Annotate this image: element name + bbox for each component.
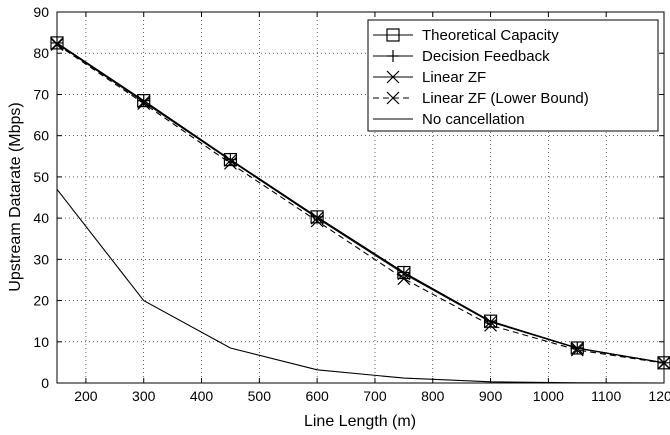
- series-line: [56, 188, 665, 384]
- legend-item: Linear ZF: [373, 69, 486, 86]
- y-tick-label: 90: [33, 4, 49, 20]
- legend-item: Theoretical Capacity: [373, 27, 559, 44]
- x-marker: [386, 70, 400, 84]
- y-axis-ticks: 0 10 20 30 40 50 60 70 80 90: [33, 4, 664, 391]
- legend-box: [367, 19, 659, 132]
- y-tick-label: 10: [33, 334, 49, 350]
- legend-item: Linear ZF (Lower Bound): [373, 90, 589, 107]
- legend-item: No cancellation: [373, 111, 525, 128]
- series-group: [50, 36, 670, 384]
- plus-marker: [387, 50, 399, 62]
- x-marker: [397, 267, 411, 281]
- x-marker: [386, 91, 400, 105]
- legend-label: Linear ZF (Lower Bound): [422, 90, 589, 107]
- x-tick-label: 500: [248, 388, 272, 404]
- x-tick-label: 200: [74, 388, 98, 404]
- legend-label: Theoretical Capacity: [422, 27, 559, 44]
- y-tick-label: 0: [41, 375, 49, 391]
- plus-marker: [137, 94, 150, 107]
- plus-marker: [397, 266, 410, 279]
- y-tick-label: 40: [33, 210, 49, 226]
- x-marker: [310, 214, 324, 228]
- x-marker: [224, 156, 237, 170]
- series-no-cancellation: [56, 188, 665, 384]
- y-tick-label: 70: [33, 86, 49, 102]
- legend-item: Decision Feedback: [373, 48, 550, 65]
- plot-frame: [56, 11, 665, 384]
- x-marker: [224, 153, 237, 167]
- x-axis-label: Line Length (m): [304, 413, 416, 430]
- y-tick-label: 60: [33, 128, 49, 144]
- series-line: [56, 44, 665, 364]
- x-marker: [50, 38, 64, 51]
- y-tick-label: 30: [33, 251, 49, 267]
- series-linear-zf-lower-bound: [50, 38, 670, 370]
- x-marker: [657, 356, 670, 370]
- x-tick-label: 300: [132, 388, 156, 404]
- y-tick-label: 50: [33, 169, 49, 185]
- x-marker: [484, 318, 497, 332]
- legend: Theoretical Capacity Decision Feedback Lin…: [367, 19, 659, 132]
- x-marker: [570, 341, 584, 355]
- series-line: [56, 43, 665, 364]
- legend-label: Decision Feedback: [422, 48, 550, 65]
- x-marker: [137, 97, 151, 110]
- x-marker: [570, 343, 584, 357]
- x-tick-label: 400: [190, 388, 214, 404]
- x-marker: [137, 95, 151, 109]
- square-marker: [386, 28, 400, 42]
- x-marker: [397, 272, 411, 286]
- y-axis-label: Upstream Datarate (Mbps): [7, 102, 24, 291]
- x-tick-label: 600: [305, 388, 329, 404]
- legend-label: No cancellation: [422, 111, 525, 128]
- x-tick-label: 800: [421, 388, 445, 404]
- x-marker: [310, 211, 324, 225]
- x-tick-label: 1100: [591, 388, 621, 404]
- y-tick-label: 20: [33, 293, 49, 309]
- x-tick-label: 1000: [533, 388, 564, 404]
- y-tick-label: 80: [33, 45, 49, 61]
- legend-label: Linear ZF: [422, 69, 486, 86]
- x-tick-label: 900: [479, 388, 503, 404]
- x-tick-label: 700: [363, 388, 387, 404]
